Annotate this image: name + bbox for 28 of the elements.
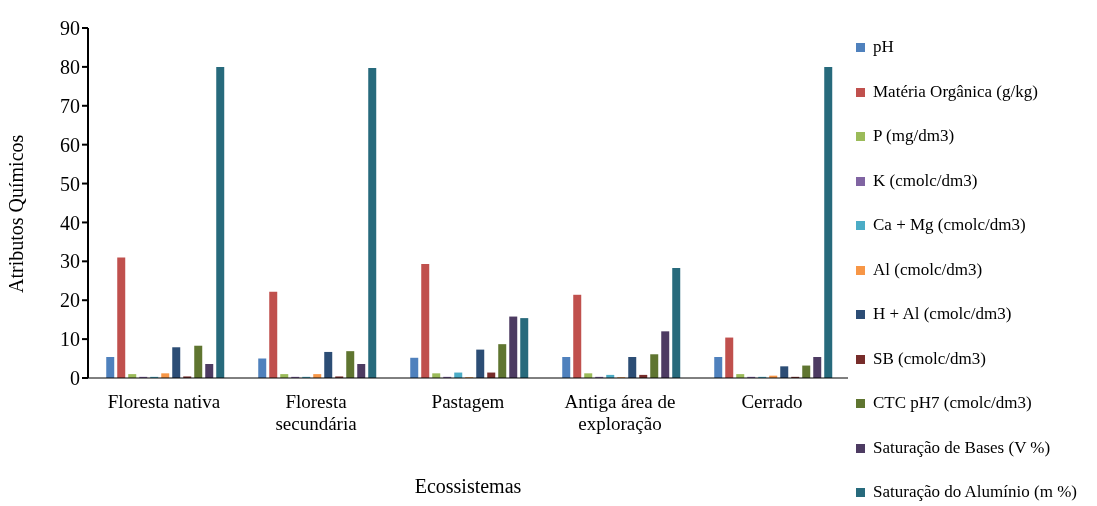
y-tick-label: 80 [60,55,80,78]
y-tick-label: 60 [60,133,80,156]
legend-label: Saturação de Bases (V %) [873,436,1051,459]
y-tick-label: 0 [70,367,80,390]
legend-label: P (mg/dm3) [873,125,955,147]
y-tick-label: 90 [60,17,80,40]
legend-label: Al (cmolc/dm3) [873,258,983,281]
y-tick-label: 10 [60,328,80,351]
legend-label: H + Al (cmolc/dm3) [873,303,1012,325]
legend-label: Saturação do Alumínio (m %) [873,481,1077,503]
y-tick-label: 20 [60,289,80,312]
x-tick-label: Floresta nativa [107,391,221,412]
x-tick-label: Cerrado [741,391,803,412]
legend-label: K (cmolc/dm3) [873,169,978,192]
legend-label: pH [873,36,894,58]
x-tick-label: Floresta secundária [275,391,358,434]
y-tick-label: 30 [60,250,80,273]
x-tick-label: Antiga área de exploração [564,391,676,434]
legend-label: SB (cmolc/dm3) [873,347,986,370]
x-axis-title: Ecossistemas [414,475,522,497]
y-tick-label: 70 [60,94,80,117]
y-tick-label: 50 [60,172,80,195]
y-tick-label: 40 [60,211,80,234]
legend-label: Ca + Mg (cmolc/dm3) [873,214,1026,236]
legend-label: Matéria Orgânica (g/kg) [873,80,1038,103]
y-axis-title: Atributos Químicos [5,134,28,293]
x-tick-label: Pastagem [431,391,505,412]
legend-label: CTC pH7 (cmolc/dm3) [873,392,1032,414]
